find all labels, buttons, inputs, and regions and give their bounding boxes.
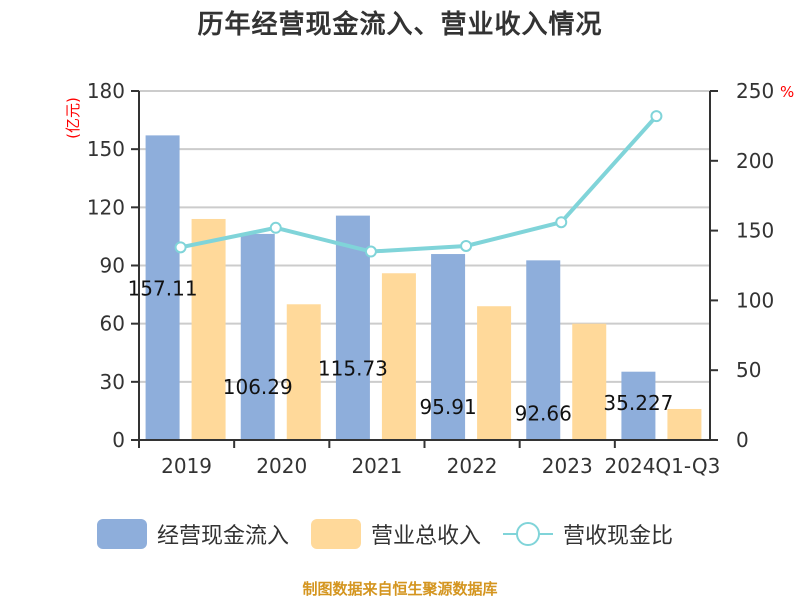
ratio-point-marker: [460, 239, 473, 252]
bar-cash-inflow: [431, 254, 466, 440]
ratio-line: [180, 114, 658, 254]
legend-label: 经营现金流入: [157, 524, 290, 549]
ratio-point-marker: [174, 241, 187, 254]
right-axis-tick-label: 150: [736, 219, 774, 243]
bar-value-label: 92.66: [515, 401, 572, 425]
legend-swatch-blue-icon: [97, 519, 147, 549]
x-axis-tick-label: 2021: [351, 454, 402, 478]
left-axis-tick-label: 180: [87, 79, 125, 103]
left-axis-tick-label: 120: [87, 195, 125, 219]
bar-revenue: [286, 304, 321, 440]
left-axis-tick-label: 0: [112, 428, 125, 452]
bar-revenue: [477, 306, 512, 440]
left-axis-tick-label: 150: [87, 137, 125, 161]
right-axis-unit: %: [780, 83, 794, 101]
legend-item-ratio[interactable]: 营收现金比: [503, 518, 673, 550]
right-axis-tick-label: 200: [736, 149, 774, 173]
right-axis-tick-label: 50: [736, 358, 761, 382]
chart-title: 历年经营现金流入、营业收入情况: [197, 10, 603, 40]
right-axis-tick-label: 0: [736, 428, 749, 452]
legend-swatch-orange-icon: [311, 519, 362, 549]
right-axis-tick-label: 100: [736, 288, 774, 312]
bar-value-label: 35.227: [603, 391, 673, 415]
left-axis-unit: (亿元): [64, 97, 82, 139]
bar-cash-inflow: [145, 135, 180, 440]
bar-cash-inflow: [335, 215, 370, 440]
ratio-point-marker: [269, 221, 282, 234]
source-footer: 制图数据来自恒生聚源数据库: [302, 580, 498, 598]
bar-cash-inflow: [526, 260, 561, 440]
x-axis-tick-label: 2024Q1-Q3: [605, 454, 721, 478]
bar-revenue: [667, 408, 702, 440]
x-axis-tick-label: 2022: [447, 454, 498, 478]
ratio-point-marker: [555, 216, 568, 229]
bar-revenue: [572, 323, 607, 440]
ratio-point-marker: [364, 245, 377, 258]
legend-line-marker-icon: [503, 519, 554, 549]
bar-revenue: [381, 273, 416, 440]
x-axis-tick-label: 2020: [256, 454, 307, 478]
legend: 经营现金流入 营业总收入 营收现金比: [97, 518, 695, 550]
legend-label: 营收现金比: [563, 524, 674, 549]
left-axis-tick-label: 30: [100, 370, 125, 394]
bar-value-label: 95.91: [419, 395, 476, 419]
x-axis-tick-label: 2023: [542, 454, 593, 478]
legend-label: 营业总收入: [371, 524, 482, 549]
left-axis-tick-label: 60: [100, 312, 125, 336]
legend-item-revenue[interactable]: 营业总收入: [311, 518, 481, 550]
x-axis-tick-label: 2019: [161, 454, 212, 478]
bar-revenue: [191, 218, 226, 440]
ratio-point-marker: [650, 110, 663, 123]
right-axis-tick-label: 250: [736, 79, 774, 103]
bar-value-label: 115.73: [318, 357, 388, 381]
bar-cash-inflow: [240, 233, 275, 440]
legend-item-cash-inflow[interactable]: 经营现金流入: [97, 518, 289, 550]
left-axis-tick-label: 90: [100, 254, 125, 278]
bar-cash-inflow: [621, 371, 656, 440]
bar-value-label: 106.29: [223, 375, 293, 399]
